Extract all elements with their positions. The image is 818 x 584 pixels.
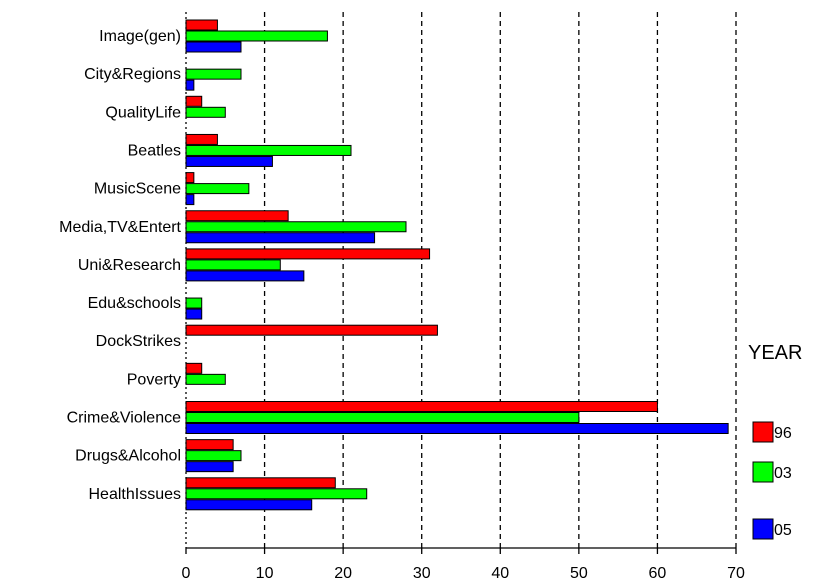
legend-label-05: 05 — [774, 522, 792, 539]
category-label: City&Regions — [84, 66, 181, 83]
bar-03 — [185, 221, 407, 233]
bar-96 — [185, 133, 218, 145]
bar-96 — [185, 210, 289, 222]
gridlines — [263, 12, 737, 548]
x-tick-label: 30 — [413, 565, 431, 582]
category-label: Crime&Violence — [67, 410, 182, 427]
bar-03 — [185, 373, 226, 385]
category-label: MusicScene — [94, 181, 181, 198]
legend-swatch-03 — [752, 461, 774, 483]
bar-05 — [185, 79, 195, 91]
bar-05 — [185, 155, 273, 167]
bar-03 — [185, 488, 368, 500]
bar-03 — [185, 450, 242, 462]
legend-title: YEAR — [748, 342, 802, 364]
axes — [185, 12, 737, 554]
category-labels: Image(gen) City&Regions QualityLife Beatles… — [59, 28, 181, 503]
x-tick-label: 20 — [334, 565, 352, 582]
category-label: HealthIssues — [89, 486, 182, 503]
bars — [185, 19, 729, 511]
bar-96 — [185, 362, 203, 374]
bar-03 — [185, 297, 203, 309]
bar-96 — [185, 172, 195, 184]
bar-96 — [185, 477, 336, 489]
x-tick-labels: 0 10 20 30 40 50 60 70 — [182, 565, 745, 582]
bar-96 — [185, 248, 431, 260]
bar-05 — [185, 270, 305, 282]
bar-03 — [185, 144, 352, 156]
bar-96 — [185, 401, 658, 412]
bar-03 — [185, 30, 328, 42]
legend-swatch-96 — [752, 421, 774, 443]
legend-label-03: 03 — [774, 465, 792, 482]
bar-03 — [185, 68, 242, 80]
category-label: QualityLife — [105, 104, 181, 121]
x-tick-label: 10 — [256, 565, 274, 582]
legend-swatch-05 — [752, 518, 774, 540]
bar-03 — [185, 183, 250, 195]
bar-03 — [185, 412, 580, 423]
x-tick-label: 40 — [491, 565, 509, 582]
bar-03 — [185, 106, 226, 118]
bar-05 — [185, 194, 195, 206]
category-label: Uni&Research — [78, 257, 181, 274]
category-label: Media,TV&Entert — [59, 219, 181, 236]
bar-05 — [185, 41, 242, 53]
category-label: Image(gen) — [99, 28, 181, 45]
x-tick-label: 0 — [182, 565, 191, 582]
category-label: Edu&schools — [88, 295, 181, 312]
x-tick-label: 50 — [570, 565, 588, 582]
bar-96 — [185, 19, 218, 31]
category-label: Poverty — [127, 371, 181, 388]
category-label: Drugs&Alcohol — [75, 448, 181, 465]
bar-96 — [185, 95, 203, 107]
bar-96 — [185, 324, 438, 336]
bar-05 — [185, 423, 729, 434]
bar-05 — [185, 232, 376, 244]
category-label: Beatles — [128, 142, 181, 159]
x-tick-label: 70 — [727, 565, 745, 582]
bar-03 — [185, 259, 281, 271]
x-tick-label: 60 — [649, 565, 667, 582]
bar-05 — [185, 308, 203, 320]
bar-05 — [185, 499, 313, 511]
category-label: DockStrikes — [96, 333, 181, 350]
bar-05 — [185, 461, 234, 473]
legend: YEAR 96 03 05 — [748, 342, 802, 540]
bar-96 — [185, 439, 234, 451]
legend-label-96: 96 — [774, 425, 792, 442]
